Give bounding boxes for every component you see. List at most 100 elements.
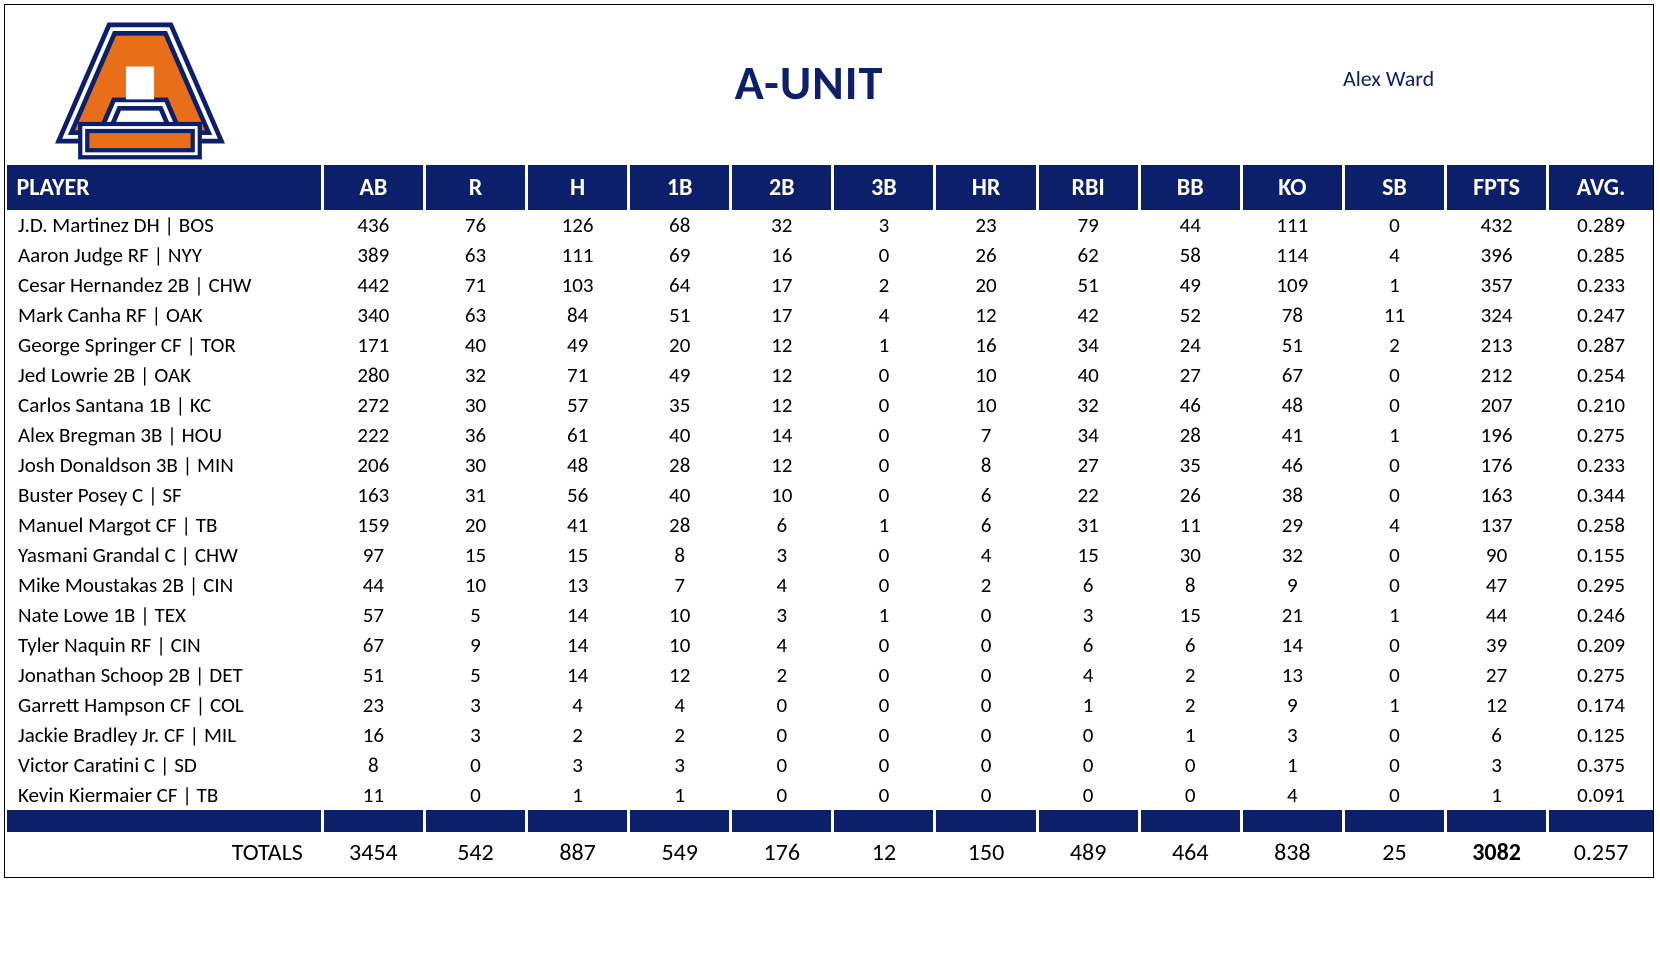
- stat-cell-fpts: 90: [1446, 540, 1548, 570]
- stat-cell-b2: 3: [731, 600, 833, 630]
- stat-cell-b2: 17: [731, 300, 833, 330]
- stat-cell-b3: 0: [833, 540, 935, 570]
- player-cell: Buster Posey C | SF: [7, 480, 323, 510]
- stat-cell-ko: 41: [1241, 420, 1343, 450]
- stat-cell-hr: 12: [935, 300, 1037, 330]
- stat-cell-ko: 13: [1241, 660, 1343, 690]
- stat-cell-avg: 0.233: [1548, 450, 1653, 480]
- stat-cell-r: 31: [424, 480, 526, 510]
- stat-cell-b2: 32: [731, 210, 833, 240]
- stat-cell-sb: 0: [1343, 390, 1445, 420]
- col-fpts: FPTS: [1446, 165, 1548, 210]
- stat-cell-b3: 0: [833, 630, 935, 660]
- team-logo: [5, 5, 275, 170]
- stat-cell-b3: 0: [833, 570, 935, 600]
- stat-cell-hr: 10: [935, 360, 1037, 390]
- stat-cell-h: 126: [527, 210, 629, 240]
- stat-cell-ab: 16: [322, 720, 424, 750]
- stat-cell-sb: 0: [1343, 720, 1445, 750]
- stat-cell-bb: 11: [1139, 510, 1241, 540]
- stat-cell-b1: 40: [629, 420, 731, 450]
- totals-label: TOTALS: [7, 832, 323, 877]
- stat-cell-h: 57: [527, 390, 629, 420]
- stat-cell-ab: 44: [322, 570, 424, 600]
- col-sb: SB: [1343, 165, 1445, 210]
- stat-cell-h: 15: [527, 540, 629, 570]
- stat-cell-ko: 3: [1241, 720, 1343, 750]
- stat-cell-fpts: 176: [1446, 450, 1548, 480]
- stat-cell-r: 5: [424, 660, 526, 690]
- stat-cell-avg: 0.209: [1548, 630, 1653, 660]
- stat-cell-b1: 3: [629, 750, 731, 780]
- table-row: George Springer CF | TOR1714049201211634…: [7, 330, 1654, 360]
- owner-name: Alex Ward: [1343, 65, 1623, 92]
- stat-cell-ko: 48: [1241, 390, 1343, 420]
- totals-ko: 838: [1241, 832, 1343, 877]
- divider-cell: [629, 810, 731, 832]
- divider-cell: [424, 810, 526, 832]
- stat-cell-h: 1: [527, 780, 629, 810]
- stat-cell-fpts: 396: [1446, 240, 1548, 270]
- stat-cell-bb: 27: [1139, 360, 1241, 390]
- stat-cell-b2: 2: [731, 660, 833, 690]
- divider-cell: [1548, 810, 1653, 832]
- page-header: A-UNIT Alex Ward: [5, 5, 1653, 165]
- stat-cell-rbi: 15: [1037, 540, 1139, 570]
- stat-cell-sb: 1: [1343, 600, 1445, 630]
- stat-cell-hr: 20: [935, 270, 1037, 300]
- stat-cell-r: 0: [424, 780, 526, 810]
- stat-cell-rbi: 3: [1037, 600, 1139, 630]
- table-row: Carlos Santana 1B | KC272305735120103246…: [7, 390, 1654, 420]
- stat-cell-h: 49: [527, 330, 629, 360]
- player-cell: Aaron Judge RF | NYY: [7, 240, 323, 270]
- stat-cell-bb: 44: [1139, 210, 1241, 240]
- table-row: Cesar Hernandez 2B | CHW4427110364172205…: [7, 270, 1654, 300]
- stat-cell-ko: 9: [1241, 570, 1343, 600]
- stat-cell-hr: 7: [935, 420, 1037, 450]
- stat-cell-b2: 0: [731, 780, 833, 810]
- stat-cell-bb: 35: [1139, 450, 1241, 480]
- stat-cell-hr: 0: [935, 630, 1037, 660]
- stat-cell-ko: 14: [1241, 630, 1343, 660]
- stat-cell-r: 71: [424, 270, 526, 300]
- stat-cell-b1: 51: [629, 300, 731, 330]
- totals-ab: 3454: [322, 832, 424, 877]
- totals-fpts: 3082: [1446, 832, 1548, 877]
- stat-cell-avg: 0.275: [1548, 660, 1653, 690]
- col-r: R: [424, 165, 526, 210]
- stat-cell-ko: 4: [1241, 780, 1343, 810]
- stat-cell-b3: 2: [833, 270, 935, 300]
- stat-cell-fpts: 357: [1446, 270, 1548, 300]
- stat-cell-b1: 64: [629, 270, 731, 300]
- col-bb: BB: [1139, 165, 1241, 210]
- stat-cell-rbi: 0: [1037, 780, 1139, 810]
- divider-cell: [1343, 810, 1445, 832]
- stat-cell-ab: 163: [322, 480, 424, 510]
- table-row: Alex Bregman 3B | HOU2223661401407342841…: [7, 420, 1654, 450]
- stat-cell-b1: 20: [629, 330, 731, 360]
- divider-cell: [935, 810, 1037, 832]
- stat-cell-bb: 24: [1139, 330, 1241, 360]
- stat-cell-hr: 10: [935, 390, 1037, 420]
- stat-cell-r: 3: [424, 690, 526, 720]
- stat-cell-ab: 11: [322, 780, 424, 810]
- stat-cell-h: 13: [527, 570, 629, 600]
- stat-cell-sb: 11: [1343, 300, 1445, 330]
- stat-cell-hr: 6: [935, 510, 1037, 540]
- table-row: Kevin Kiermaier CF | TB11011000004010.09…: [7, 780, 1654, 810]
- stat-cell-sb: 0: [1343, 540, 1445, 570]
- stat-cell-b1: 40: [629, 480, 731, 510]
- stat-cell-h: 4: [527, 690, 629, 720]
- stat-cell-rbi: 79: [1037, 210, 1139, 240]
- stat-cell-sb: 0: [1343, 570, 1445, 600]
- stat-cell-r: 9: [424, 630, 526, 660]
- table-row: Josh Donaldson 3B | MIN20630482812082735…: [7, 450, 1654, 480]
- stat-cell-sb: 1: [1343, 420, 1445, 450]
- stat-cell-sb: 0: [1343, 750, 1445, 780]
- stat-cell-b3: 3: [833, 210, 935, 240]
- stat-cell-h: 103: [527, 270, 629, 300]
- player-cell: J.D. Martinez DH | BOS: [7, 210, 323, 240]
- col-hr: HR: [935, 165, 1037, 210]
- stat-cell-bb: 0: [1139, 750, 1241, 780]
- stat-cell-b3: 0: [833, 240, 935, 270]
